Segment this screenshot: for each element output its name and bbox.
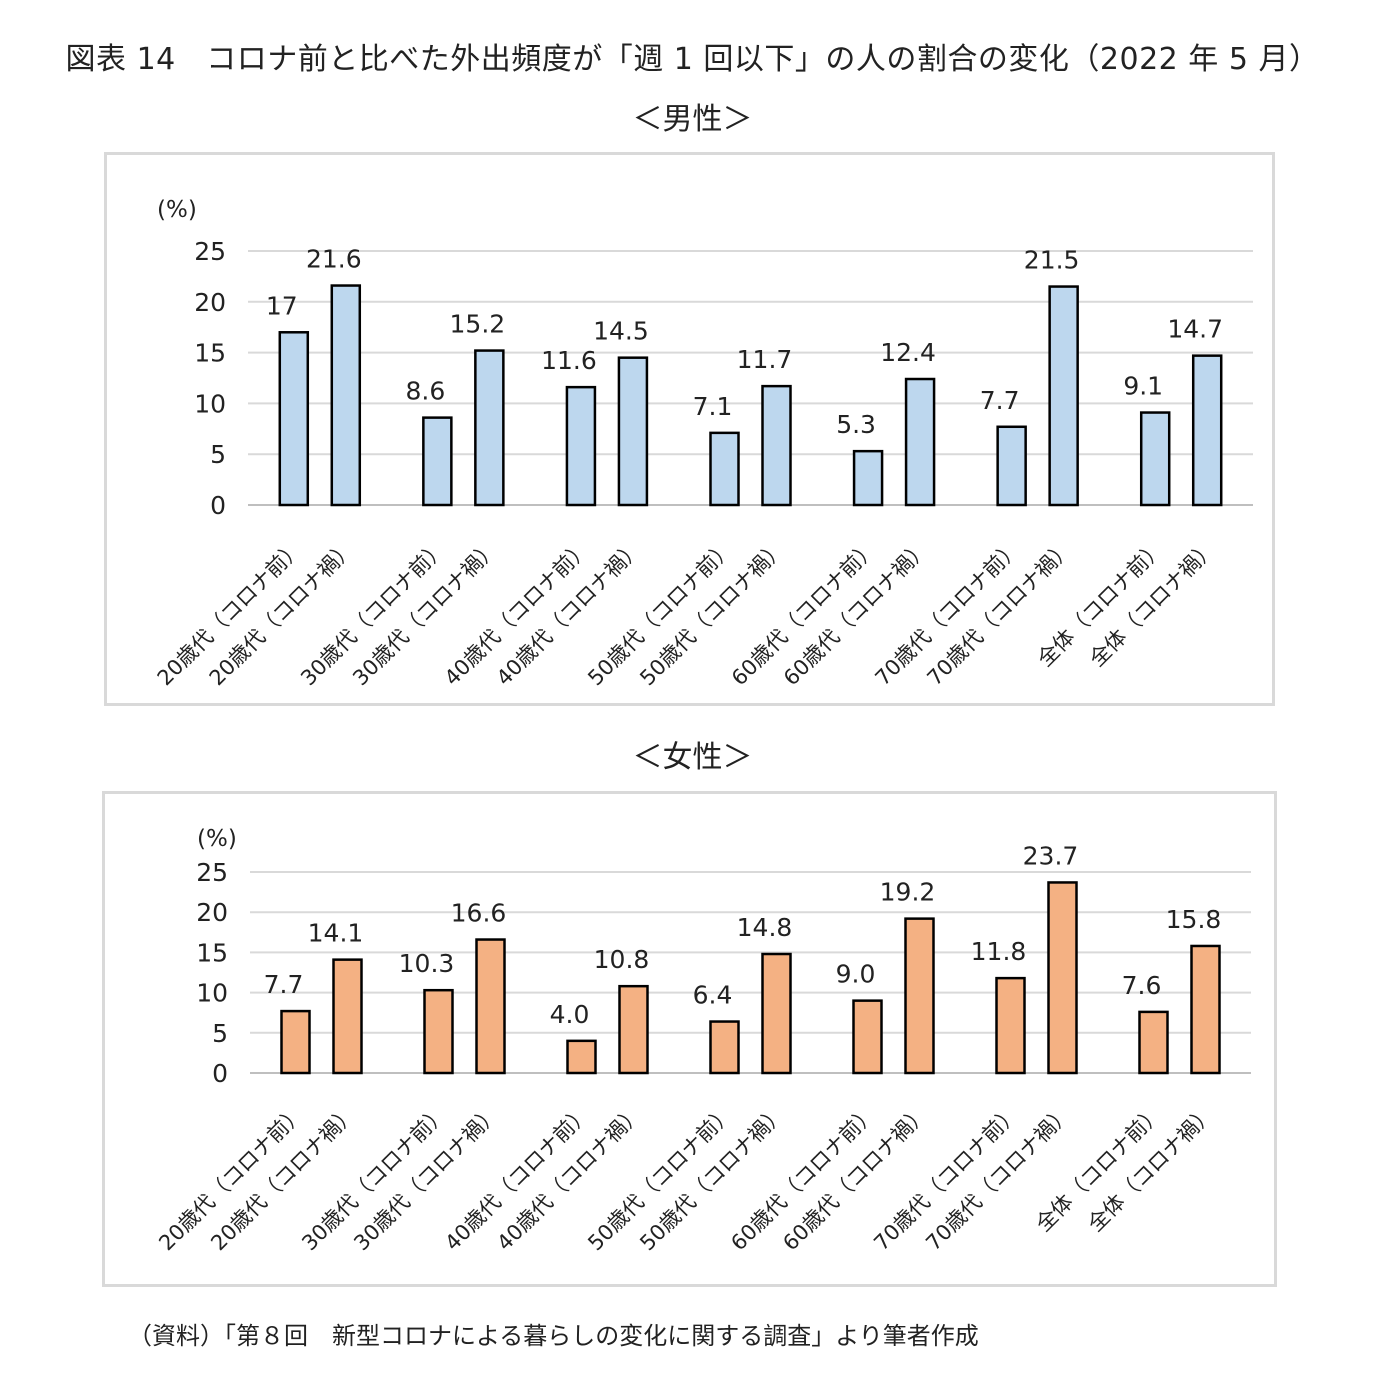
data-label: 14.5	[593, 317, 649, 346]
data-label: 10.3	[399, 949, 455, 978]
y-tick-label: 25	[194, 237, 226, 266]
data-label: 15.8	[1166, 905, 1222, 934]
data-label: 21.5	[1024, 246, 1080, 275]
y-tick-label: 10	[196, 979, 228, 1008]
bar	[278, 331, 310, 507]
data-label: 5.3	[836, 410, 876, 439]
bar	[709, 1020, 740, 1075]
data-label: 23.7	[1023, 841, 1079, 870]
data-label: 11.8	[971, 937, 1027, 966]
data-label: 14.8	[737, 913, 793, 942]
bar	[332, 958, 363, 1075]
y-tick-label: 0	[212, 1059, 228, 1088]
bar	[1191, 354, 1223, 507]
bar	[904, 917, 935, 1075]
y-tick-label: 10	[194, 389, 226, 418]
bar	[475, 938, 506, 1075]
data-label: 6.4	[693, 981, 733, 1010]
chart-panel-female: 0 5 10 15 20 25 (%) 7.7 20歳代（コロナ前） 14.1 20歳代（コロナ禍）…	[102, 791, 1277, 1287]
bar	[904, 377, 936, 507]
data-label: 4.0	[550, 1000, 590, 1029]
y-tick-label: 5	[212, 1019, 228, 1048]
data-label: 11.6	[541, 346, 597, 375]
bar	[709, 431, 740, 507]
chart-title-female: ＜女性＞	[632, 740, 753, 775]
chart-female: 0510152025(%)7.720歳代（コロナ前）14.120歳代（コロナ禍）…	[154, 826, 1251, 1255]
data-label: 14.7	[1167, 315, 1223, 344]
chart-male: 0510152025(%)1720歳代（コロナ前）21.620歳代（コロナ禍）8…	[153, 197, 1253, 690]
data-label: 21.6	[306, 245, 362, 274]
source-note: （資料）「第８回 新型コロナによる暮らしの変化に関する調査」より筆者作成	[128, 1322, 979, 1350]
data-label: 15.2	[450, 310, 506, 339]
y-tick-label: 15	[196, 938, 228, 967]
y-axis-unit: (%)	[157, 197, 197, 223]
bar	[1048, 285, 1079, 507]
data-label: 17	[266, 291, 298, 320]
data-label: 8.6	[405, 377, 445, 406]
data-label: 16.6	[451, 899, 507, 928]
bar	[1138, 1010, 1169, 1075]
y-tick-label: 20	[196, 898, 228, 927]
bar	[423, 988, 454, 1075]
chart-title-male: ＜男性＞	[632, 102, 753, 137]
y-axis-unit: (%)	[197, 826, 237, 852]
data-label: 12.4	[880, 338, 936, 367]
data-label: 14.1	[308, 919, 364, 948]
bar	[852, 999, 883, 1075]
chart-panel-male: 0 5 10 15 20 25 (%) 17 20歳代（コロナ前） 21.6 20歳代（コロナ禍） 8…	[104, 152, 1275, 706]
bar	[996, 425, 1027, 507]
data-label: 7.7	[980, 386, 1020, 415]
bar	[618, 984, 649, 1075]
bar	[474, 349, 505, 507]
data-label: 9.1	[1123, 372, 1163, 401]
bar	[761, 952, 792, 1075]
bar	[852, 449, 884, 507]
y-tick-label: 0	[210, 491, 226, 520]
bar	[1047, 881, 1078, 1075]
y-tick-label: 15	[194, 339, 226, 368]
data-label: 19.2	[880, 878, 936, 907]
bar	[1190, 944, 1221, 1075]
bar	[995, 976, 1026, 1075]
data-label: 7.7	[264, 970, 304, 999]
bar	[761, 384, 792, 507]
data-label: 11.7	[737, 345, 793, 374]
data-label: 9.0	[836, 960, 876, 989]
bar	[422, 416, 453, 507]
y-tick-label: 25	[196, 858, 228, 887]
data-label: 10.8	[594, 945, 650, 974]
bar	[565, 385, 597, 507]
bar	[617, 356, 649, 507]
bar	[1139, 411, 1171, 507]
bar	[566, 1039, 597, 1075]
y-tick-label: 20	[194, 288, 226, 317]
bar	[330, 284, 362, 507]
data-label: 7.6	[1122, 971, 1162, 1000]
y-tick-label: 5	[210, 440, 226, 469]
figure-title: 図表 14 コロナ前と比べた外出頻度が「週 1 回以下」の人の割合の変化（202…	[65, 42, 1320, 77]
bar	[280, 1009, 311, 1075]
data-label: 7.1	[693, 392, 733, 421]
